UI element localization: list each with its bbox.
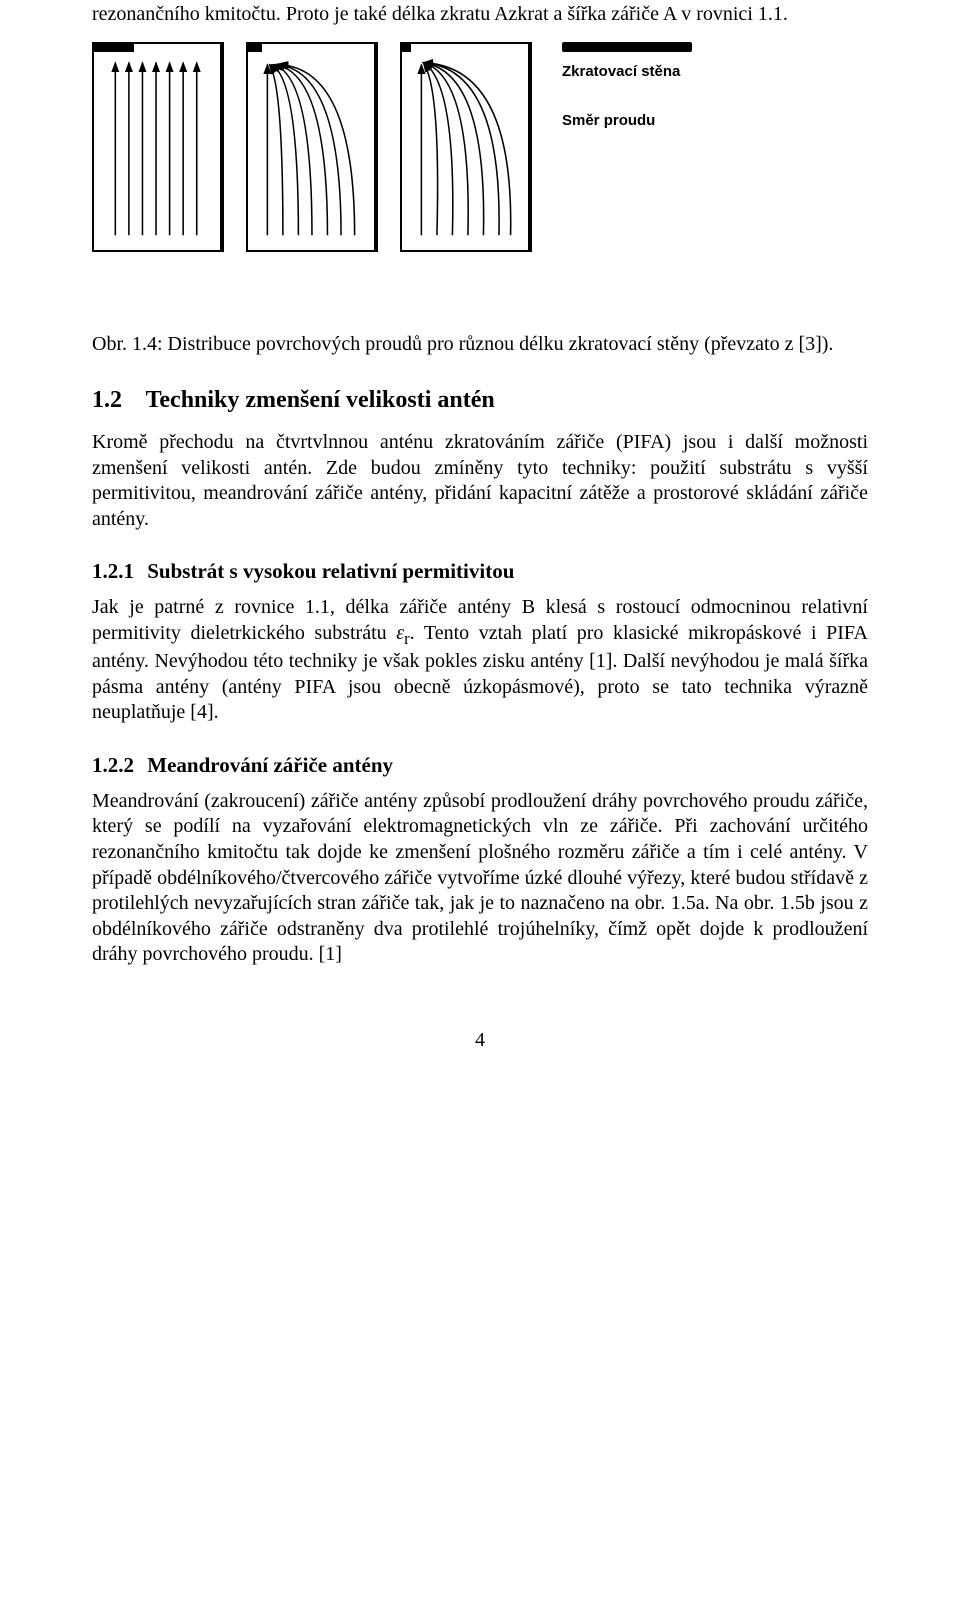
legend-flow-label: Směr proudu bbox=[562, 111, 692, 130]
figure-1-4: Zkratovací stěna Směr proudu bbox=[92, 42, 868, 252]
heading-1-2-2-number: 1.2.2 bbox=[92, 753, 134, 777]
figure-panel-1 bbox=[92, 42, 222, 252]
page-number: 4 bbox=[92, 1028, 868, 1054]
figure-legend: Zkratovací stěna Směr proudu bbox=[562, 42, 692, 160]
heading-1-2-1-title: Substrát s vysokou relativní permitivito… bbox=[147, 559, 514, 583]
heading-1-2: 1.2 Techniky zmenšení velikosti antén bbox=[92, 385, 868, 416]
paragraph-1-2-1: Jak je patrné z rovnice 1.1, délka zářič… bbox=[92, 595, 868, 726]
heading-1-2-1-number: 1.2.1 bbox=[92, 559, 134, 583]
figure-1-4-caption: Obr. 1.4: Distribuce povrchových proudů … bbox=[92, 332, 868, 358]
figure-panel-3 bbox=[400, 42, 530, 252]
paragraph-1-2: Kromě přechodu na čtvrtvlnnou anténu zkr… bbox=[92, 430, 868, 532]
heading-1-2-title: Techniky zmenšení velikosti antén bbox=[146, 387, 495, 413]
heading-1-2-number: 1.2 bbox=[92, 387, 122, 413]
panel-right-border bbox=[220, 42, 224, 252]
heading-1-2-1: 1.2.1 Substrát s vysokou relativní permi… bbox=[92, 558, 868, 585]
legend-wall-label: Zkratovací stěna bbox=[562, 62, 692, 81]
legend-wall-bar bbox=[562, 42, 692, 52]
heading-1-2-2: 1.2.2 Meandrování zářiče antény bbox=[92, 752, 868, 779]
epsilon-symbol: ε bbox=[396, 622, 404, 644]
panel-right-border bbox=[528, 42, 532, 252]
heading-1-2-2-title: Meandrování zářiče antény bbox=[147, 753, 393, 777]
panel-right-border bbox=[374, 42, 378, 252]
current-arrows bbox=[402, 44, 528, 250]
current-arrows bbox=[94, 44, 220, 250]
figure-panel-2 bbox=[246, 42, 376, 252]
intro-paragraph: rezonančního kmitočtu. Proto je také dél… bbox=[92, 2, 868, 28]
current-arrows bbox=[248, 44, 374, 250]
paragraph-1-2-2: Meandrování (zakroucení) zářiče antény z… bbox=[92, 789, 868, 968]
